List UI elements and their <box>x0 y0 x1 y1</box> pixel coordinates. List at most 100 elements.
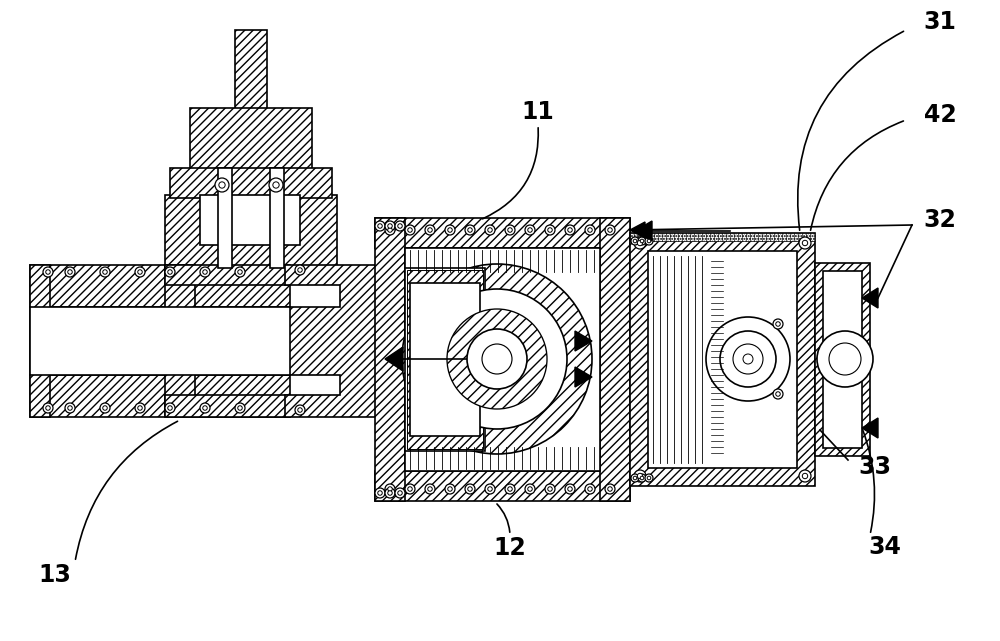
Bar <box>200 195 300 245</box>
Circle shape <box>605 484 615 494</box>
Circle shape <box>608 228 612 232</box>
Text: 33: 33 <box>858 455 892 479</box>
Circle shape <box>631 237 639 245</box>
Bar <box>630 233 815 486</box>
Circle shape <box>645 474 653 482</box>
Circle shape <box>488 487 492 491</box>
Circle shape <box>388 487 392 491</box>
Circle shape <box>405 484 415 494</box>
Circle shape <box>65 403 75 413</box>
Circle shape <box>465 484 475 494</box>
Polygon shape <box>575 331 592 351</box>
Circle shape <box>465 225 475 235</box>
Circle shape <box>568 228 572 232</box>
Circle shape <box>467 329 527 389</box>
Circle shape <box>203 270 207 274</box>
Circle shape <box>428 487 432 491</box>
Circle shape <box>485 225 495 235</box>
Circle shape <box>65 267 75 277</box>
Circle shape <box>640 476 644 480</box>
Circle shape <box>200 267 210 277</box>
Circle shape <box>168 406 172 410</box>
Circle shape <box>799 237 811 249</box>
Bar <box>270 168 284 268</box>
Polygon shape <box>385 347 403 371</box>
Circle shape <box>295 265 305 275</box>
Circle shape <box>637 473 643 479</box>
Circle shape <box>637 240 643 246</box>
Circle shape <box>269 178 283 192</box>
Bar <box>600 218 630 501</box>
Circle shape <box>565 484 575 494</box>
Circle shape <box>68 270 72 274</box>
Bar <box>410 283 480 436</box>
Bar <box>375 218 630 248</box>
Circle shape <box>445 225 455 235</box>
Bar <box>405 248 600 471</box>
Circle shape <box>219 182 225 188</box>
Circle shape <box>168 270 172 274</box>
Circle shape <box>388 224 392 228</box>
Circle shape <box>634 470 646 482</box>
Circle shape <box>631 474 639 482</box>
Circle shape <box>405 225 415 235</box>
Circle shape <box>776 392 780 396</box>
Circle shape <box>408 228 412 232</box>
Circle shape <box>100 403 110 413</box>
Circle shape <box>482 344 512 374</box>
Circle shape <box>448 228 452 232</box>
Circle shape <box>568 487 572 491</box>
Bar <box>30 307 290 375</box>
Circle shape <box>468 228 472 232</box>
Circle shape <box>528 487 532 491</box>
Bar <box>375 471 630 501</box>
Circle shape <box>633 239 637 243</box>
Circle shape <box>585 484 595 494</box>
Circle shape <box>488 228 492 232</box>
Circle shape <box>378 491 382 495</box>
Circle shape <box>545 484 555 494</box>
Circle shape <box>720 331 776 387</box>
Circle shape <box>638 474 646 482</box>
Circle shape <box>428 228 432 232</box>
Circle shape <box>385 221 395 231</box>
Circle shape <box>402 264 592 454</box>
Bar <box>165 195 337 270</box>
Circle shape <box>298 408 302 412</box>
Circle shape <box>425 484 435 494</box>
Circle shape <box>733 344 763 374</box>
Circle shape <box>468 487 472 491</box>
Circle shape <box>68 406 72 410</box>
Bar <box>648 251 797 468</box>
Circle shape <box>103 270 107 274</box>
Circle shape <box>165 267 175 277</box>
Circle shape <box>640 239 644 243</box>
Circle shape <box>565 225 575 235</box>
Circle shape <box>200 403 210 413</box>
Bar <box>30 265 290 307</box>
Bar <box>165 265 195 415</box>
Circle shape <box>46 270 50 274</box>
Circle shape <box>135 267 145 277</box>
Circle shape <box>135 403 145 413</box>
Bar <box>630 233 815 241</box>
Circle shape <box>203 406 207 410</box>
Circle shape <box>585 225 595 235</box>
Circle shape <box>638 237 646 245</box>
Circle shape <box>548 487 552 491</box>
Text: 34: 34 <box>869 535 901 559</box>
Circle shape <box>505 225 515 235</box>
Bar <box>30 265 50 417</box>
Circle shape <box>398 224 402 228</box>
Circle shape <box>138 270 142 274</box>
Circle shape <box>445 484 455 494</box>
Circle shape <box>235 267 245 277</box>
Bar <box>165 265 290 285</box>
Circle shape <box>799 470 811 482</box>
Circle shape <box>235 403 245 413</box>
Circle shape <box>138 406 142 410</box>
Circle shape <box>398 491 402 495</box>
Polygon shape <box>630 222 645 238</box>
Text: 32: 32 <box>924 208 956 232</box>
Circle shape <box>802 240 808 246</box>
